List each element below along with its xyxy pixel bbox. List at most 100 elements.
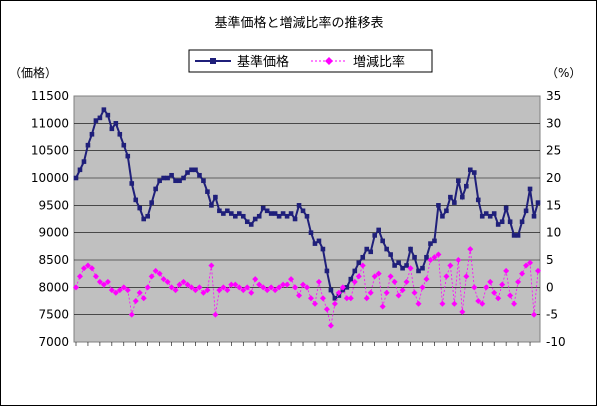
legend-label-price: 基準価格 <box>237 54 289 70</box>
left-tick-label: 7000 <box>38 335 69 349</box>
price-point <box>221 211 226 216</box>
price-point <box>185 170 190 175</box>
rate-point <box>176 281 183 288</box>
rate-point <box>172 287 179 294</box>
price-point <box>392 263 397 268</box>
rate-point <box>447 262 454 269</box>
rate-point <box>347 295 354 302</box>
rate-point <box>132 298 139 304</box>
legend-box <box>188 49 433 73</box>
legend: 基準価格 増減比率 <box>188 49 433 73</box>
rate-point <box>116 287 123 294</box>
rate-point <box>423 276 430 283</box>
rate-point <box>260 284 267 291</box>
price-point <box>165 175 170 181</box>
rate-point <box>232 281 239 288</box>
price-point <box>448 194 453 200</box>
rate-point <box>184 281 191 288</box>
rate-point <box>315 278 322 285</box>
price-point <box>157 178 162 184</box>
rate-point <box>180 278 187 285</box>
rate-point <box>471 284 478 291</box>
rate-point <box>395 292 402 299</box>
price-point <box>344 285 350 290</box>
rate-point <box>531 311 538 318</box>
series-layer <box>73 107 541 329</box>
price-point <box>181 175 186 181</box>
right-tick-label: 20 <box>546 171 561 185</box>
price-point <box>388 252 393 257</box>
price-point <box>93 118 99 123</box>
price-point <box>495 222 501 227</box>
price-point <box>372 233 378 238</box>
price-point <box>109 126 115 132</box>
left-axis-ticks: 11500 11000 10500 10000 9500 9000 8500 8000 7500… <box>31 89 69 349</box>
price-point <box>428 241 433 246</box>
right-axis-unit-label: （%） <box>546 66 581 80</box>
price-point <box>177 178 182 184</box>
price-point <box>213 194 218 200</box>
rate-point <box>252 276 259 283</box>
right-tick-label: -10 <box>546 335 566 349</box>
price-point <box>452 200 457 205</box>
price-point <box>217 208 222 214</box>
rate-point <box>411 289 418 296</box>
rate-point <box>296 292 303 299</box>
rate-point <box>335 289 342 296</box>
left-tick-label: 11500 <box>31 89 69 103</box>
rate-point <box>463 273 470 280</box>
price-point <box>288 211 294 216</box>
price-point <box>511 233 517 238</box>
rate-point <box>383 289 390 296</box>
rate-point <box>455 257 462 263</box>
price-point <box>460 194 465 200</box>
rate-point <box>355 273 362 280</box>
price-point <box>300 208 306 214</box>
rate-point <box>284 281 291 288</box>
price-point <box>479 213 485 219</box>
price-point <box>153 186 158 192</box>
rate-point <box>519 270 526 277</box>
price-point <box>137 205 143 211</box>
rate-point <box>84 262 91 269</box>
rate-point <box>236 284 243 291</box>
price-point <box>236 211 242 216</box>
price-point <box>444 208 449 214</box>
rate-point <box>435 251 442 258</box>
left-tick-label: 10500 <box>31 144 69 158</box>
rate-point <box>96 278 103 285</box>
rate-point <box>479 300 486 307</box>
price-point <box>400 265 405 271</box>
price-point <box>252 216 258 222</box>
price-point <box>169 172 174 178</box>
left-axis-unit-label: （価格） <box>9 65 57 80</box>
rate-point <box>387 273 394 280</box>
price-point <box>173 178 178 184</box>
price-point <box>328 287 334 293</box>
rate-point <box>160 276 167 283</box>
price-point <box>304 213 310 219</box>
rate-point <box>208 262 215 269</box>
rate-point <box>280 281 287 288</box>
price-point <box>77 167 83 173</box>
rate-point <box>371 273 378 280</box>
price-point <box>272 211 278 216</box>
left-tick-label: 10000 <box>31 171 69 185</box>
price-point <box>105 112 111 118</box>
price-point <box>432 238 437 244</box>
price-point <box>149 200 154 205</box>
price-point <box>197 172 202 178</box>
rate-point <box>311 300 318 307</box>
rate-point <box>507 292 514 299</box>
rate-point <box>391 278 398 285</box>
rate-point <box>200 289 207 296</box>
rate-point <box>307 295 314 302</box>
legend-marker-rate <box>325 57 333 65</box>
price-point <box>440 213 445 219</box>
left-tick-label: 11000 <box>31 116 69 130</box>
right-tick-label: 15 <box>546 198 561 212</box>
rate-point <box>503 267 510 274</box>
rate-point <box>535 267 541 274</box>
left-tick-label: 9000 <box>38 226 69 240</box>
rate-point <box>339 284 346 291</box>
